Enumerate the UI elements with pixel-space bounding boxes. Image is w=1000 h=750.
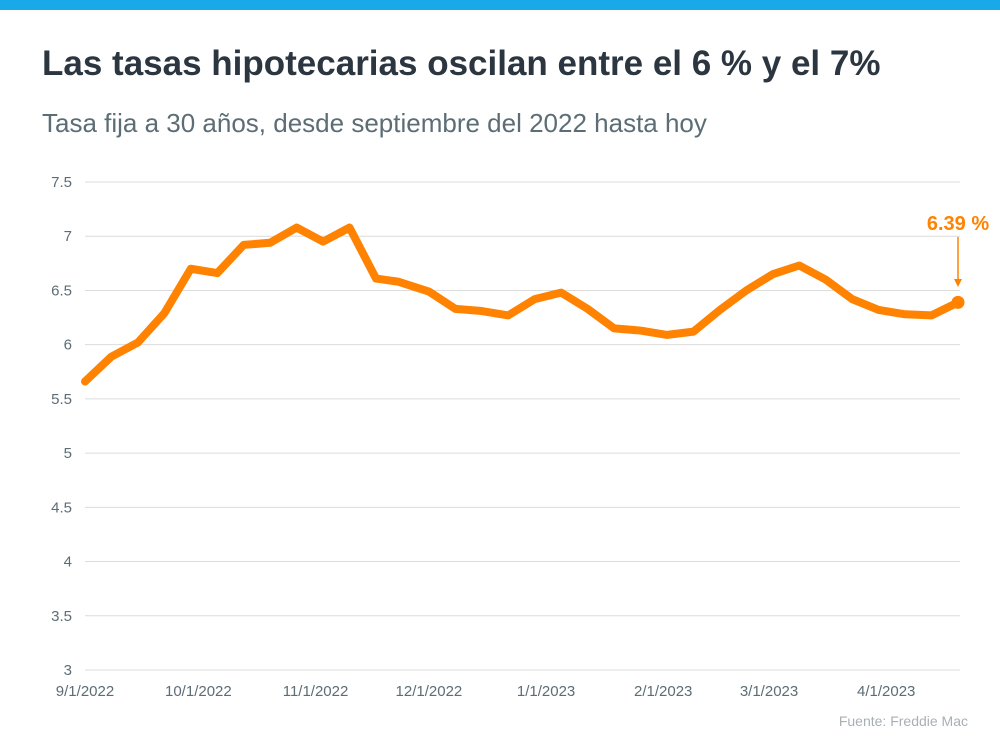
x-tick-label: 2/1/2023 — [634, 683, 692, 700]
chart-title: Las tasas hipotecarias oscilan entre el … — [42, 44, 881, 83]
annotation-arrow-head — [954, 279, 962, 287]
x-tick-label: 11/1/2022 — [283, 683, 349, 700]
series-line — [81, 223, 962, 386]
y-tick-label: 3 — [64, 662, 72, 679]
y-tick-label: 7.5 — [51, 174, 72, 191]
y-tick-label: 7 — [64, 228, 72, 245]
x-tick-label: 4/1/2023 — [857, 683, 915, 700]
x-tick-label: 3/1/2023 — [740, 683, 798, 700]
y-tick-label: 5.5 — [51, 391, 72, 408]
top-accent-bar — [0, 0, 1000, 10]
y-tick-label: 6 — [64, 337, 72, 354]
chart-subtitle: Tasa fija a 30 años, desde septiembre de… — [42, 108, 707, 138]
source-note: Fuente: Freddie Mac — [838, 713, 968, 729]
y-tick-label: 4 — [64, 554, 72, 571]
x-tick-label: 10/1/2022 — [165, 683, 232, 700]
y-tick-label: 5 — [64, 445, 72, 462]
x-tick-label: 1/1/2023 — [517, 683, 575, 700]
y-tick-label: 6.5 — [51, 282, 72, 299]
x-tick-label: 9/1/2022 — [56, 683, 114, 700]
last-data-point — [951, 295, 965, 309]
x-tick-label: 12/1/2022 — [396, 683, 463, 700]
annotation-label: 6.39 % — [927, 213, 989, 235]
y-tick-label: 3.5 — [51, 608, 72, 625]
y-tick-label: 4.5 — [51, 499, 72, 516]
